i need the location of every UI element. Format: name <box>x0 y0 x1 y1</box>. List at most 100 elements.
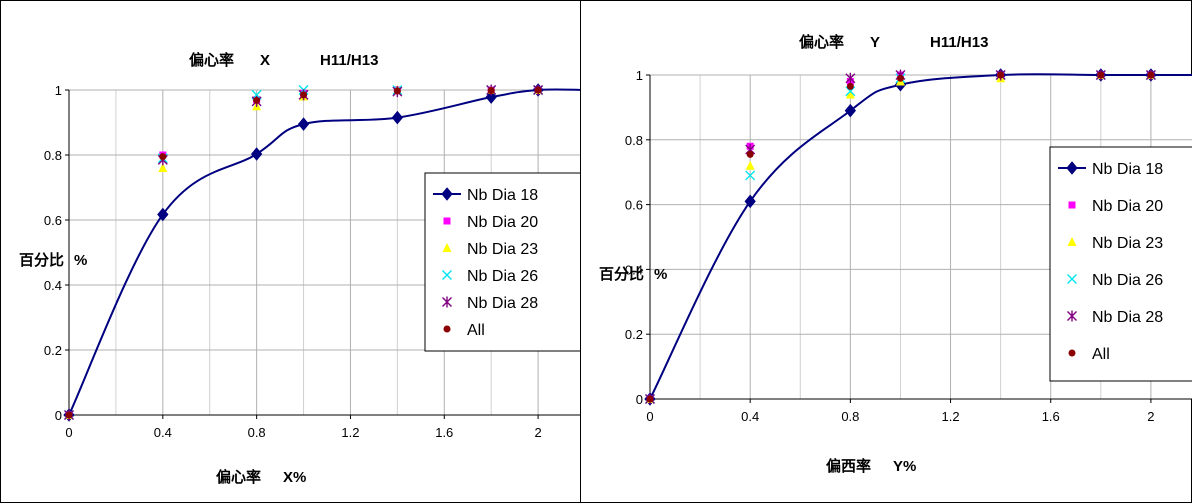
chart-y-panel: 0 0.4 0.8 1.2 1.6 2 0 0.2 0.4 0.6 0.8 1 偏心率 Y H11/H13 偏… <box>580 0 1192 503</box>
x-tick-label: 0.4 <box>741 409 759 424</box>
x-tick-label: 2 <box>1147 409 1154 424</box>
legend-label: Nb Dia 20 <box>1092 198 1163 215</box>
series-all <box>646 71 1155 403</box>
chart-x-ylabel: 百分比% <box>19 251 87 269</box>
title-part: 偏心率 <box>189 51 234 69</box>
data-point <box>253 96 261 104</box>
chart-y-title: 偏心率 Y H11/H13 <box>799 33 988 51</box>
data-point <box>1097 71 1105 79</box>
legend-box <box>424 172 584 352</box>
chart-x-xlabel: 偏心率 X% <box>216 468 306 486</box>
data-point <box>746 150 754 158</box>
legend-label: Nb Dia 28 <box>467 295 538 312</box>
data-point <box>896 74 904 82</box>
x-tick-label: 0.4 <box>154 425 172 440</box>
series-all <box>65 86 542 419</box>
ylabel-part: 百分比 <box>599 265 644 283</box>
legend-label: Nb Dia 18 <box>1092 161 1163 178</box>
title-part: X <box>260 52 270 69</box>
y-tick-label: 0.2 <box>44 343 62 358</box>
title-part: H11/H13 <box>320 52 378 69</box>
x-tick-label: 1.6 <box>435 425 453 440</box>
y-tick-label: 0.4 <box>44 278 62 293</box>
chart-y-legend: Nb Dia 18 Nb Dia 20 Nb Dia 23 Nb Dia 26 Nb D… <box>1049 146 1192 382</box>
legend-label: Nb Dia 18 <box>467 187 538 204</box>
legend-marker <box>443 325 451 333</box>
data-point <box>393 87 401 95</box>
data-point <box>487 87 495 95</box>
y-tick-label: 1 <box>55 83 62 98</box>
title-part: 偏心率 <box>799 33 844 51</box>
y-tick-label: 0.2 <box>625 327 643 342</box>
data-point <box>845 86 856 97</box>
legend-marker <box>442 243 452 252</box>
data-point <box>485 90 497 104</box>
x-tick-label: 1.2 <box>942 409 960 424</box>
legend-marker <box>1067 237 1077 246</box>
legend-label: Nb Dia 26 <box>1092 272 1163 289</box>
data-point <box>534 86 542 94</box>
legend-label: Nb Dia 23 <box>1092 235 1163 252</box>
y-tick-label: 0.8 <box>44 148 62 163</box>
data-point <box>300 91 308 99</box>
y-tick-label: 0.4 <box>625 262 643 277</box>
chart-y-ylabel: 百分比% <box>599 265 667 283</box>
x-tick-label: 2 <box>534 425 541 440</box>
xlabel-part: Y% <box>893 458 916 475</box>
data-point <box>745 160 755 170</box>
legend-marker <box>442 270 452 280</box>
data-point <box>846 82 854 90</box>
legend-label: All <box>1092 346 1110 363</box>
data-point <box>745 170 756 181</box>
data-point <box>250 147 263 161</box>
y-tick-label: 0.6 <box>44 213 62 228</box>
ylabel-part: % <box>654 266 667 283</box>
data-point <box>744 194 756 209</box>
data-point <box>646 395 654 403</box>
x-tick-label: 0 <box>65 425 72 440</box>
y-tick-label: 0.8 <box>625 133 643 148</box>
chart-x-title: 偏心率 X H11/H13 <box>189 51 378 69</box>
data-point <box>297 117 310 131</box>
x-tick-label: 1.2 <box>341 425 359 440</box>
data-point <box>65 411 73 419</box>
data-point <box>159 153 167 161</box>
x-tick-label: 1.6 <box>1042 409 1060 424</box>
data-point <box>997 71 1005 79</box>
legend-marker <box>1068 201 1076 209</box>
legend-marker <box>1066 161 1078 175</box>
data-point <box>157 207 169 222</box>
y-tick-label: 1 <box>636 68 643 83</box>
title-part: H11/H13 <box>930 34 988 51</box>
y-tick-label: 0.6 <box>625 198 643 213</box>
legend-marker <box>442 296 452 308</box>
chart-x-panel: 0 0.4 0.8 1.2 1.6 2 0 0.2 0.4 0.6 0.8 1 偏心率 X H11/H13 偏… <box>0 0 585 503</box>
data-point <box>845 89 855 99</box>
legend-label: Nb Dia 20 <box>467 214 538 231</box>
x-tick-label: 0.8 <box>841 409 859 424</box>
data-point <box>845 72 856 84</box>
x-tick-label: 0 <box>646 409 653 424</box>
legend-label: All <box>467 322 485 339</box>
legend-label: Nb Dia 26 <box>467 268 538 285</box>
chart-y-xlabel: 偏西率 Y% <box>826 457 916 475</box>
data-point <box>1147 71 1155 79</box>
series-line <box>649 73 1192 400</box>
title-part: Y <box>870 34 880 51</box>
data-point <box>158 163 168 172</box>
data-point <box>844 103 857 118</box>
ylabel-part: 百分比 <box>19 251 64 269</box>
chart-x-legend: Nb Dia 18 Nb Dia 20 Nb Dia 23 Nb Dia 26 Nb D… <box>424 172 584 352</box>
legend-marker <box>443 217 451 225</box>
xlabel-part: X% <box>283 469 306 486</box>
xlabel-part: 偏心率 <box>216 468 261 486</box>
legend-box <box>1049 146 1192 382</box>
legend-marker <box>1067 274 1077 284</box>
y-tick-label: 0 <box>636 392 643 407</box>
ylabel-part: % <box>74 252 87 269</box>
y-tick-label: 0 <box>55 408 62 423</box>
xlabel-part: 偏西率 <box>826 457 871 475</box>
legend-marker <box>1068 349 1076 357</box>
